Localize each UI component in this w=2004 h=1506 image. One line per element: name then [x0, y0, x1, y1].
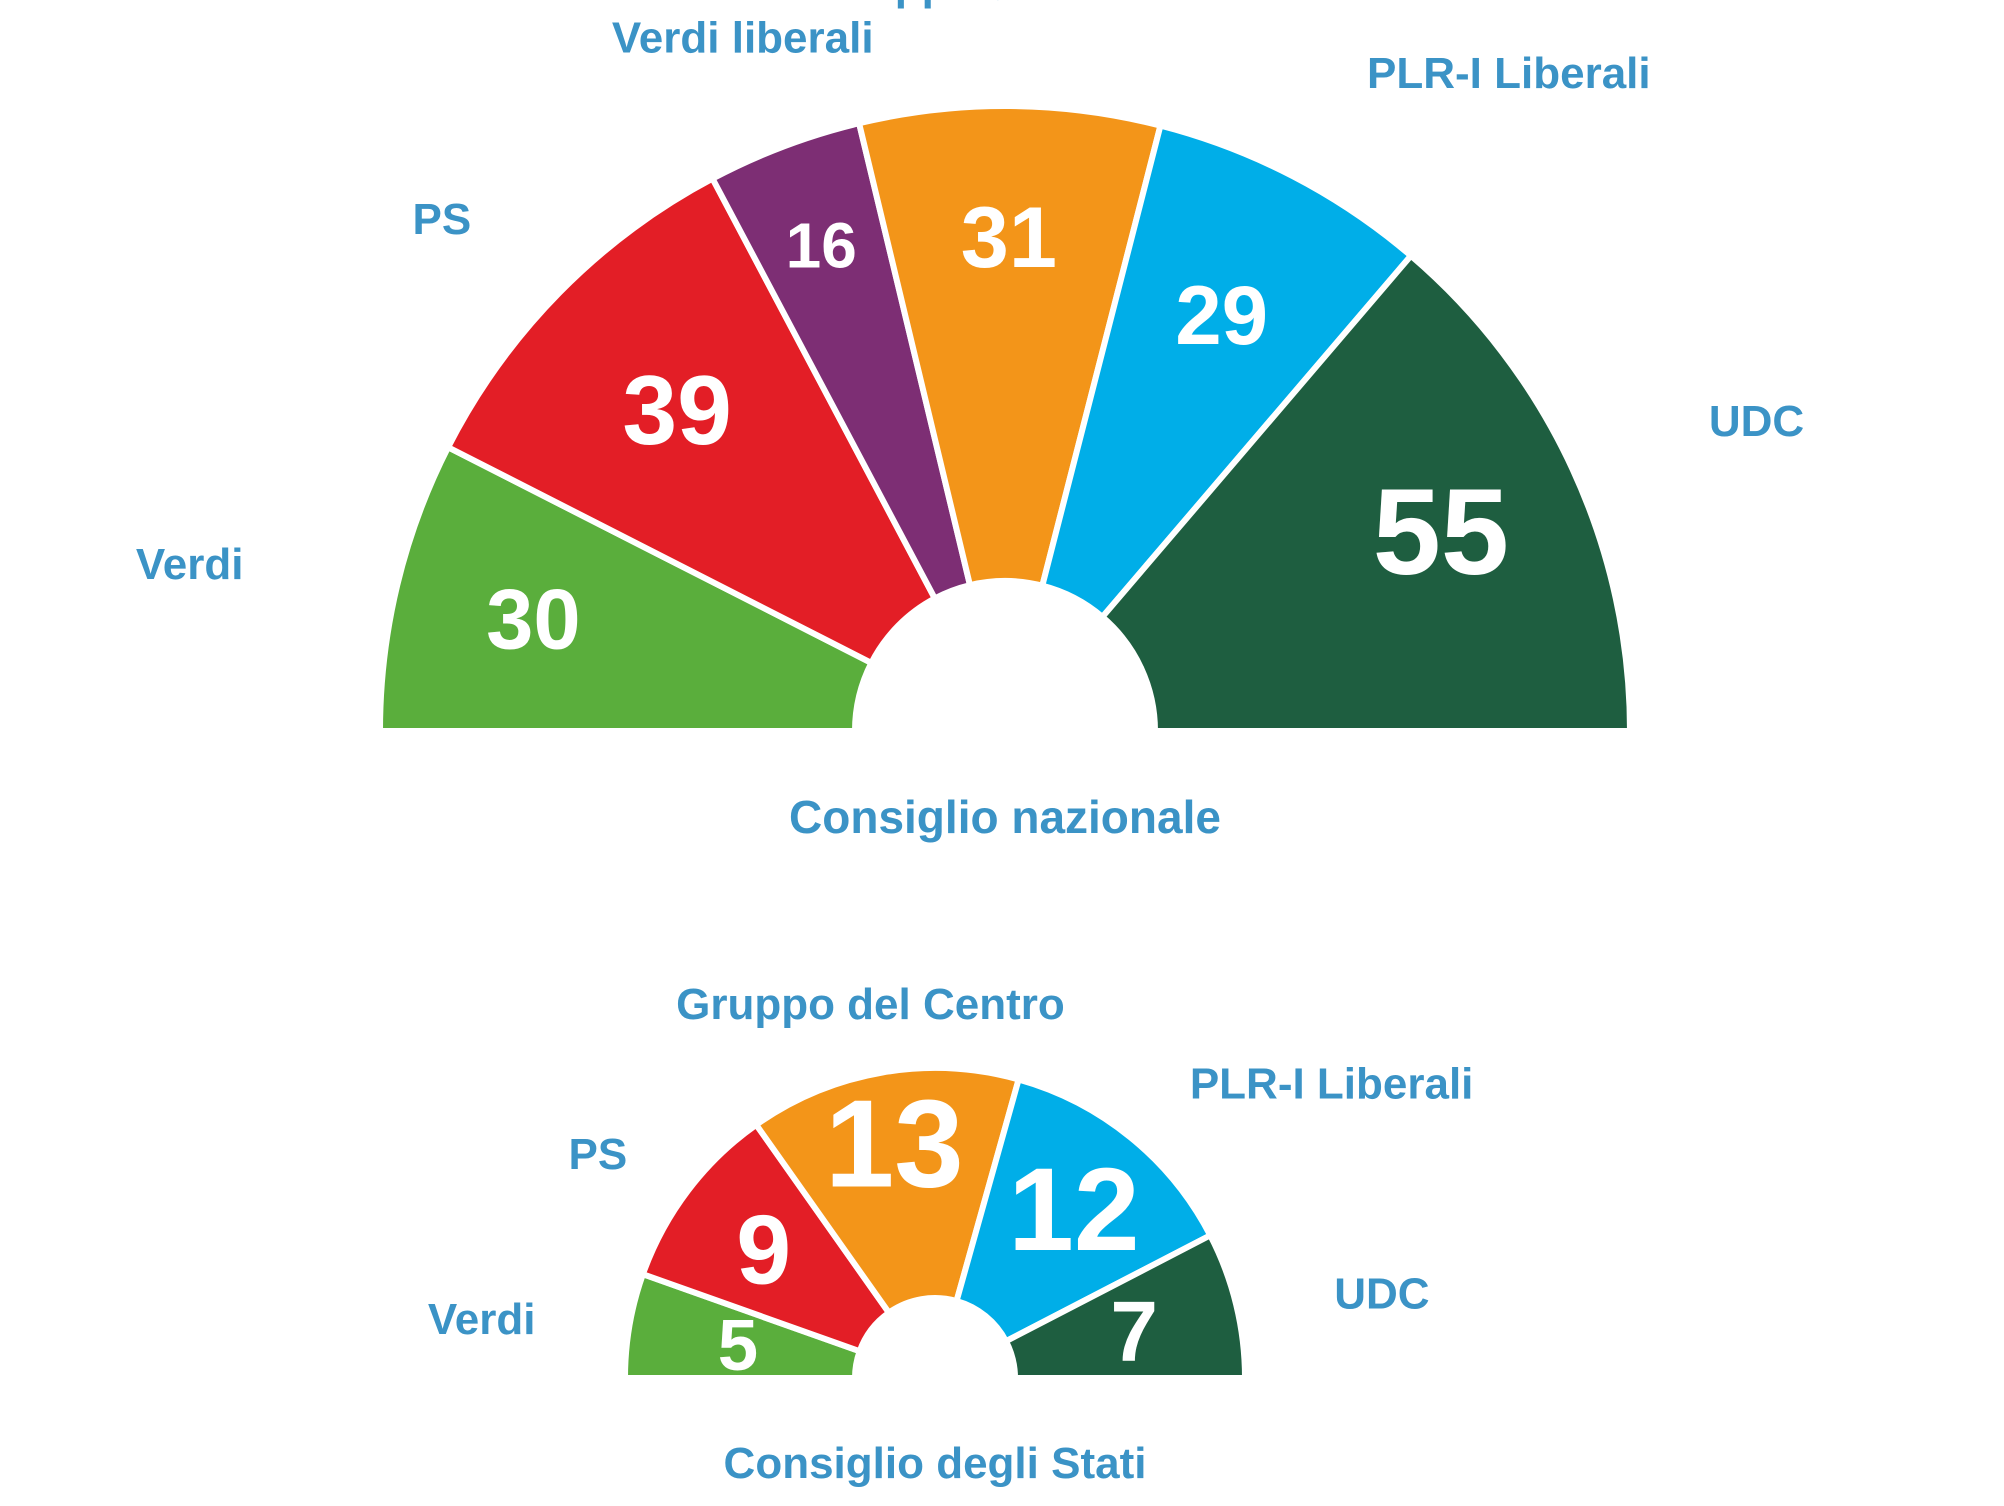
seat-count-plr-i-liberali: 12: [1008, 1144, 1140, 1276]
chart-title: Consiglio nazionale: [789, 791, 1221, 843]
party-label-udc: UDC: [1709, 397, 1804, 446]
party-label-udc: UDC: [1334, 1269, 1429, 1318]
party-label-gruppo-del-centro: Gruppo del Centro: [676, 980, 1065, 1029]
slice-ps: [444, 174, 939, 667]
party-label-verdi-liberali: Verdi liberali: [612, 13, 874, 62]
seat-count-udc: 7: [1110, 1283, 1158, 1379]
seat-count-ps: 39: [622, 355, 732, 465]
party-label-verdi: Verdi: [136, 540, 244, 589]
slice-verdi: [376, 443, 876, 734]
seat-count-gruppo-del-centro: 13: [825, 1074, 964, 1213]
party-label-ps: PS: [413, 195, 472, 244]
slice-udc: [1001, 1231, 1249, 1381]
seat-count-ps: 9: [736, 1195, 791, 1305]
seat-count-verdi: 5: [718, 1305, 758, 1386]
slice-plr-i-liberali: [952, 1075, 1215, 1346]
party-label-ps: PS: [569, 1130, 628, 1179]
party-label-verdi: Verdi: [428, 1295, 536, 1344]
slice-ps: [639, 1120, 894, 1356]
chart-consiglio-degli-stati: 5 Verdi 9 PS 13 Gruppo del Centro 12 PLR-I Libe…: [428, 980, 1474, 1488]
party-label-plr-i-liberali: PLR-I Liberali: [1190, 1060, 1474, 1109]
chart-consiglio-nazionale: 30 Verdi 39 PS 16 Verdi liberali 31 Gruppo del …: [136, 0, 1804, 843]
party-label-gruppo-del-centro: Gruppo del Centro: [816, 0, 1205, 9]
seat-count-verdi: 30: [486, 572, 581, 667]
seat-count-gruppo-del-centro: 31: [961, 190, 1057, 286]
party-label-plr-i-liberali: PLR-I Liberali: [1367, 49, 1651, 98]
slice-udc: [1098, 251, 1634, 734]
slice-gruppo-del-centro: [855, 103, 1165, 590]
slice-gruppo-del-centro: [752, 1065, 1023, 1317]
seat-count-verdi-liberali: 16: [786, 210, 857, 282]
seat-count-udc: 55: [1373, 463, 1509, 600]
chart-title: Consiglio degli Stati: [724, 1439, 1147, 1488]
slice-plr-i-liberali: [1038, 121, 1416, 622]
seat-count-plr-i-liberali: 29: [1175, 268, 1268, 362]
